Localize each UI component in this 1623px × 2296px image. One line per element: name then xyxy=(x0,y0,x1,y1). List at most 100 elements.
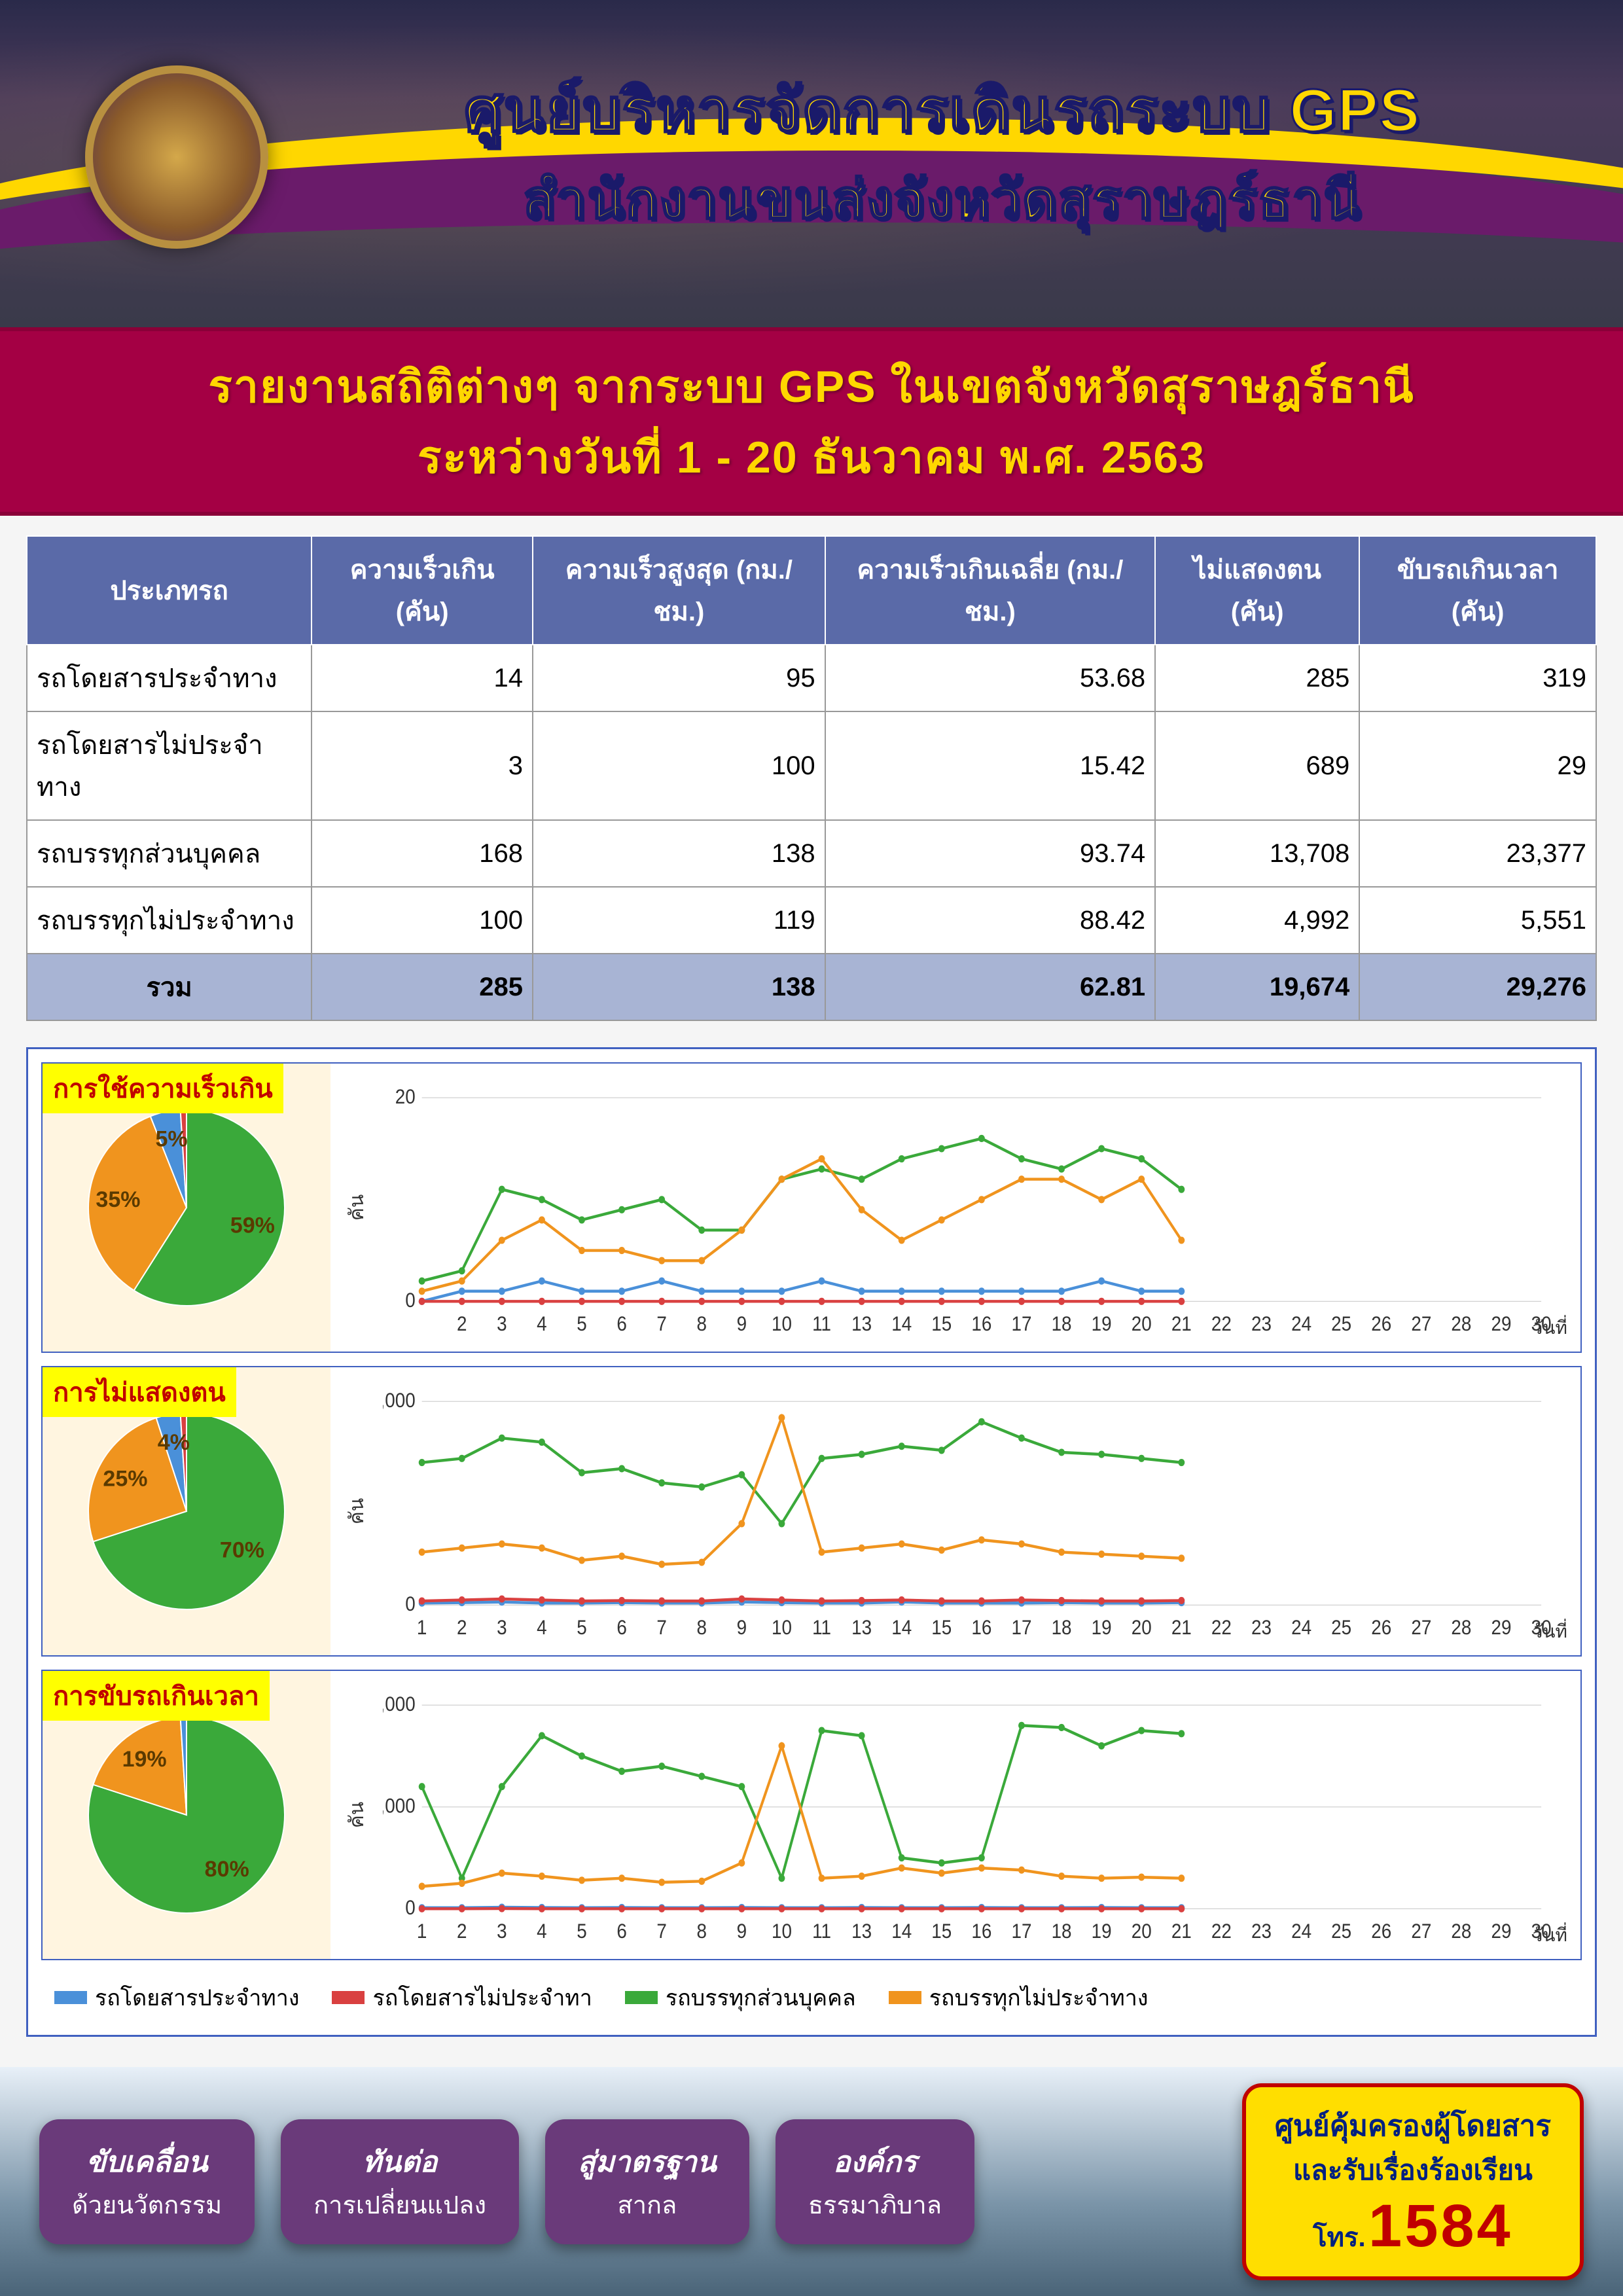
hotline-line1: ศูนย์คุ้มครองผู้โดยสาร xyxy=(1275,2103,1551,2149)
footer-pill: องค์กรธรรมาภิบาล xyxy=(776,2119,974,2244)
table-header: ความเร็วเกิน (คัน) xyxy=(312,536,533,645)
svg-text:80%: 80% xyxy=(205,1857,249,1882)
svg-text:4: 4 xyxy=(537,1616,546,1639)
svg-text:5: 5 xyxy=(577,1616,586,1639)
svg-text:27: 27 xyxy=(1411,1616,1431,1639)
line-chart: คัน วันที่ 02023456789101113141516171819… xyxy=(330,1064,1580,1352)
table-row: รถบรรทุกส่วนบุคคล16813893.7413,70823,377 xyxy=(27,820,1596,887)
svg-text:17: 17 xyxy=(1011,1920,1031,1943)
svg-text:19: 19 xyxy=(1092,1312,1112,1335)
svg-text:22: 22 xyxy=(1211,1616,1232,1639)
svg-text:15: 15 xyxy=(931,1312,952,1335)
svg-text:26: 26 xyxy=(1371,1920,1391,1943)
svg-text:20: 20 xyxy=(395,1086,416,1109)
svg-text:3: 3 xyxy=(497,1312,507,1335)
svg-text:3: 3 xyxy=(497,1920,507,1943)
svg-text:22: 22 xyxy=(1211,1920,1232,1943)
svg-text:1: 1 xyxy=(417,1920,427,1943)
svg-text:13: 13 xyxy=(851,1616,872,1639)
svg-text:11: 11 xyxy=(812,1920,831,1943)
svg-text:18: 18 xyxy=(1052,1312,1072,1335)
logo-emblem xyxy=(85,65,268,249)
chart-legend: รถโดยสารประจำทาง รถโดยสารไม่ประจำทา รถบรรท… xyxy=(41,1973,1582,2022)
svg-text:8: 8 xyxy=(697,1616,707,1639)
svg-text:17: 17 xyxy=(1011,1312,1031,1335)
legend-item: รถโดยสารไม่ประจำทา xyxy=(332,1980,592,2015)
svg-text:11: 11 xyxy=(812,1616,831,1639)
svg-text:5%: 5% xyxy=(156,1127,188,1152)
table-total-row: รวม28513862.8119,67429,276 xyxy=(27,954,1596,1020)
svg-text:23: 23 xyxy=(1251,1920,1272,1943)
table-header: ความเร็วเกินเฉลี่ย (กม./ชม.) xyxy=(825,536,1155,645)
legend-item: รถโดยสารประจำทาง xyxy=(54,1980,299,2015)
svg-text:6: 6 xyxy=(616,1312,626,1335)
svg-text:7: 7 xyxy=(656,1312,666,1335)
svg-text:28: 28 xyxy=(1451,1920,1471,1943)
svg-text:0: 0 xyxy=(405,1897,415,1920)
svg-text:2: 2 xyxy=(457,1616,467,1639)
chart-title: การใช้ความเร็วเกิน xyxy=(43,1064,283,1113)
svg-text:6: 6 xyxy=(616,1616,626,1639)
table-header: ประเภทรถ xyxy=(27,536,312,645)
svg-text:17: 17 xyxy=(1011,1616,1031,1639)
svg-text:21: 21 xyxy=(1171,1616,1192,1639)
svg-text:9: 9 xyxy=(737,1920,747,1943)
svg-text:5: 5 xyxy=(577,1312,586,1335)
svg-text:26: 26 xyxy=(1371,1312,1391,1335)
hotline-number: 1584 xyxy=(1368,2193,1513,2259)
svg-text:11: 11 xyxy=(812,1312,831,1335)
chart-block: การขับรถเกินเวลา 80%19%1%0% คัน วันที่ 0… xyxy=(41,1670,1582,1960)
subtitle-line1: รายงานสถิติต่างๆ จากระบบ GPS ในเขตจังหวั… xyxy=(39,351,1584,422)
charts-container: การใช้ความเร็วเกิน 59%35%5%1% คัน วันที่… xyxy=(26,1047,1597,2037)
svg-text:8: 8 xyxy=(697,1920,707,1943)
svg-text:0: 0 xyxy=(405,1289,415,1312)
svg-text:59%: 59% xyxy=(230,1213,275,1238)
footer-pill: ขับเคลื่อนด้วยนวัตกรรม xyxy=(39,2119,255,2244)
svg-text:9: 9 xyxy=(737,1616,747,1639)
svg-text:14: 14 xyxy=(891,1920,912,1943)
svg-text:18: 18 xyxy=(1052,1920,1072,1943)
svg-text:29: 29 xyxy=(1491,1312,1512,1335)
svg-text:8: 8 xyxy=(697,1312,707,1335)
svg-text:27: 27 xyxy=(1411,1920,1431,1943)
subtitle-bar: รายงานสถิติต่างๆ จากระบบ GPS ในเขตจังหวั… xyxy=(0,327,1623,516)
svg-text:19: 19 xyxy=(1092,1616,1112,1639)
chart-block: การใช้ความเร็วเกิน 59%35%5%1% คัน วันที่… xyxy=(41,1062,1582,1353)
table-row: รถโดยสารประจำทาง149553.68285319 xyxy=(27,645,1596,711)
svg-text:28: 28 xyxy=(1451,1312,1471,1335)
svg-text:23: 23 xyxy=(1251,1312,1272,1335)
svg-text:15: 15 xyxy=(931,1920,952,1943)
svg-text:24: 24 xyxy=(1291,1920,1311,1943)
svg-text:3: 3 xyxy=(497,1616,507,1639)
svg-text:4%: 4% xyxy=(158,1430,190,1455)
svg-text:4: 4 xyxy=(537,1312,546,1335)
svg-text:14: 14 xyxy=(891,1312,912,1335)
svg-text:25: 25 xyxy=(1331,1312,1351,1335)
legend-item: รถบรรทุกส่วนบุคคล xyxy=(625,1980,856,2015)
legend-item: รถบรรทุกไม่ประจำทาง xyxy=(889,1980,1149,2015)
chart-title: การไม่แสดงตน xyxy=(43,1367,236,1417)
footer-pill: สู่มาตรฐานสากล xyxy=(545,2119,749,2244)
svg-text:28: 28 xyxy=(1451,1616,1471,1639)
svg-text:6: 6 xyxy=(616,1920,626,1943)
svg-text:16: 16 xyxy=(971,1312,991,1335)
chart-block: การไม่แสดงตน 70%25%4%1% คัน วันที่ 01,00… xyxy=(41,1366,1582,1657)
table-header: ขับรถเกินเวลา (คัน) xyxy=(1359,536,1596,645)
svg-text:19%: 19% xyxy=(122,1747,167,1772)
svg-text:27: 27 xyxy=(1411,1312,1431,1335)
table-header: ความเร็วสูงสุด (กม./ชม.) xyxy=(533,536,825,645)
svg-text:20: 20 xyxy=(1132,1920,1152,1943)
svg-text:7: 7 xyxy=(656,1920,666,1943)
hotline-prefix: โทร. xyxy=(1313,2223,1365,2252)
header-title-1: ศูนย์บริหารจัดการเดินรถระบบ GPS xyxy=(301,72,1584,151)
svg-text:13: 13 xyxy=(851,1920,872,1943)
svg-text:23: 23 xyxy=(1251,1616,1272,1639)
chart-title: การขับรถเกินเวลา xyxy=(43,1671,270,1721)
svg-text:15: 15 xyxy=(931,1616,952,1639)
footer-pill: ทันต่อการเปลี่ยนแปลง xyxy=(281,2119,519,2244)
svg-text:13: 13 xyxy=(851,1312,872,1335)
svg-text:24: 24 xyxy=(1291,1616,1311,1639)
hotline-line2: และรับเรื่องร้องเรียน xyxy=(1275,2149,1551,2192)
svg-text:25: 25 xyxy=(1331,1616,1351,1639)
hotline-box: ศูนย์คุ้มครองผู้โดยสาร และรับเรื่องร้องเ… xyxy=(1242,2083,1584,2280)
